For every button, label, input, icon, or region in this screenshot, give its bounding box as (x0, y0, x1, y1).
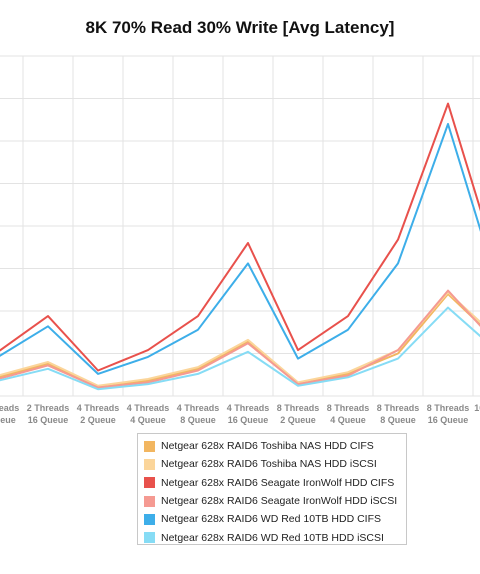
legend-swatch (144, 477, 155, 489)
x-tick-label: 4 Threads 16 Queue (227, 403, 270, 425)
legend-item[interactable]: Netgear 628x RAID6 Seagate IronWolf HDD … (144, 492, 406, 510)
legend-item[interactable]: Netgear 628x RAID6 WD Red 10TB HDD CIFS (144, 510, 406, 528)
legend-swatch (144, 495, 155, 507)
series-lines (0, 102, 480, 391)
legend-item[interactable]: Netgear 628x RAID6 Seagate IronWolf HDD … (144, 474, 406, 492)
x-tick-label: 2 Threads 16 Queue (27, 403, 70, 425)
chart-title: 8K 70% Read 30% Write [Avg Latency] (85, 18, 395, 37)
legend-swatch (144, 513, 155, 525)
x-tick-label: 8 Threads 16 Queue (427, 403, 470, 425)
legend-label: Netgear 628x RAID6 Seagate IronWolf HDD … (161, 476, 395, 489)
series-line-3 (0, 102, 480, 372)
legend: Netgear 628x RAID6 Toshiba NAS HDD CIFS N… (137, 433, 407, 545)
x-tick-label: 8 Threads 4 Queue (327, 403, 370, 425)
series-line-6 (0, 306, 480, 391)
gridlines (0, 55, 480, 397)
legend-label: Netgear 628x RAID6 WD Red 10TB HDD iSCSI (161, 531, 384, 544)
x-tick-label: 8 Threads 8 Queue (377, 403, 420, 425)
legend-label: Netgear 628x RAID6 Seagate IronWolf HDD … (161, 495, 398, 508)
x-tick-label: 8 Threads 2 Queue (277, 403, 320, 425)
legend-label: Netgear 628x RAID6 WD Red 10TB HDD CIFS (161, 513, 381, 526)
series-line-4 (0, 289, 480, 389)
legend-label: Netgear 628x RAID6 Toshiba NAS HDD CIFS (161, 440, 374, 453)
x-tick-label: 4 Threads 2 Queue (77, 403, 120, 425)
legend-swatch (144, 532, 155, 544)
x-tick-label: 4 Threads 8 Queue (177, 403, 220, 425)
legend-item[interactable]: Netgear 628x RAID6 Toshiba NAS HDD iSCSI (144, 455, 406, 473)
legend-swatch (144, 440, 155, 452)
legend-item[interactable]: Netgear 628x RAID6 Toshiba NAS HDD CIFS (144, 437, 406, 455)
legend-swatch (144, 458, 155, 470)
x-tick-label: 4 Threads 4 Queue (127, 403, 170, 425)
series-line-5 (0, 123, 480, 375)
legend-label: Netgear 628x RAID6 Toshiba NAS HDD iSCSI (161, 458, 377, 471)
legend-item[interactable]: Netgear 628x RAID6 WD Red 10TB HDD iSCSI (144, 528, 406, 546)
